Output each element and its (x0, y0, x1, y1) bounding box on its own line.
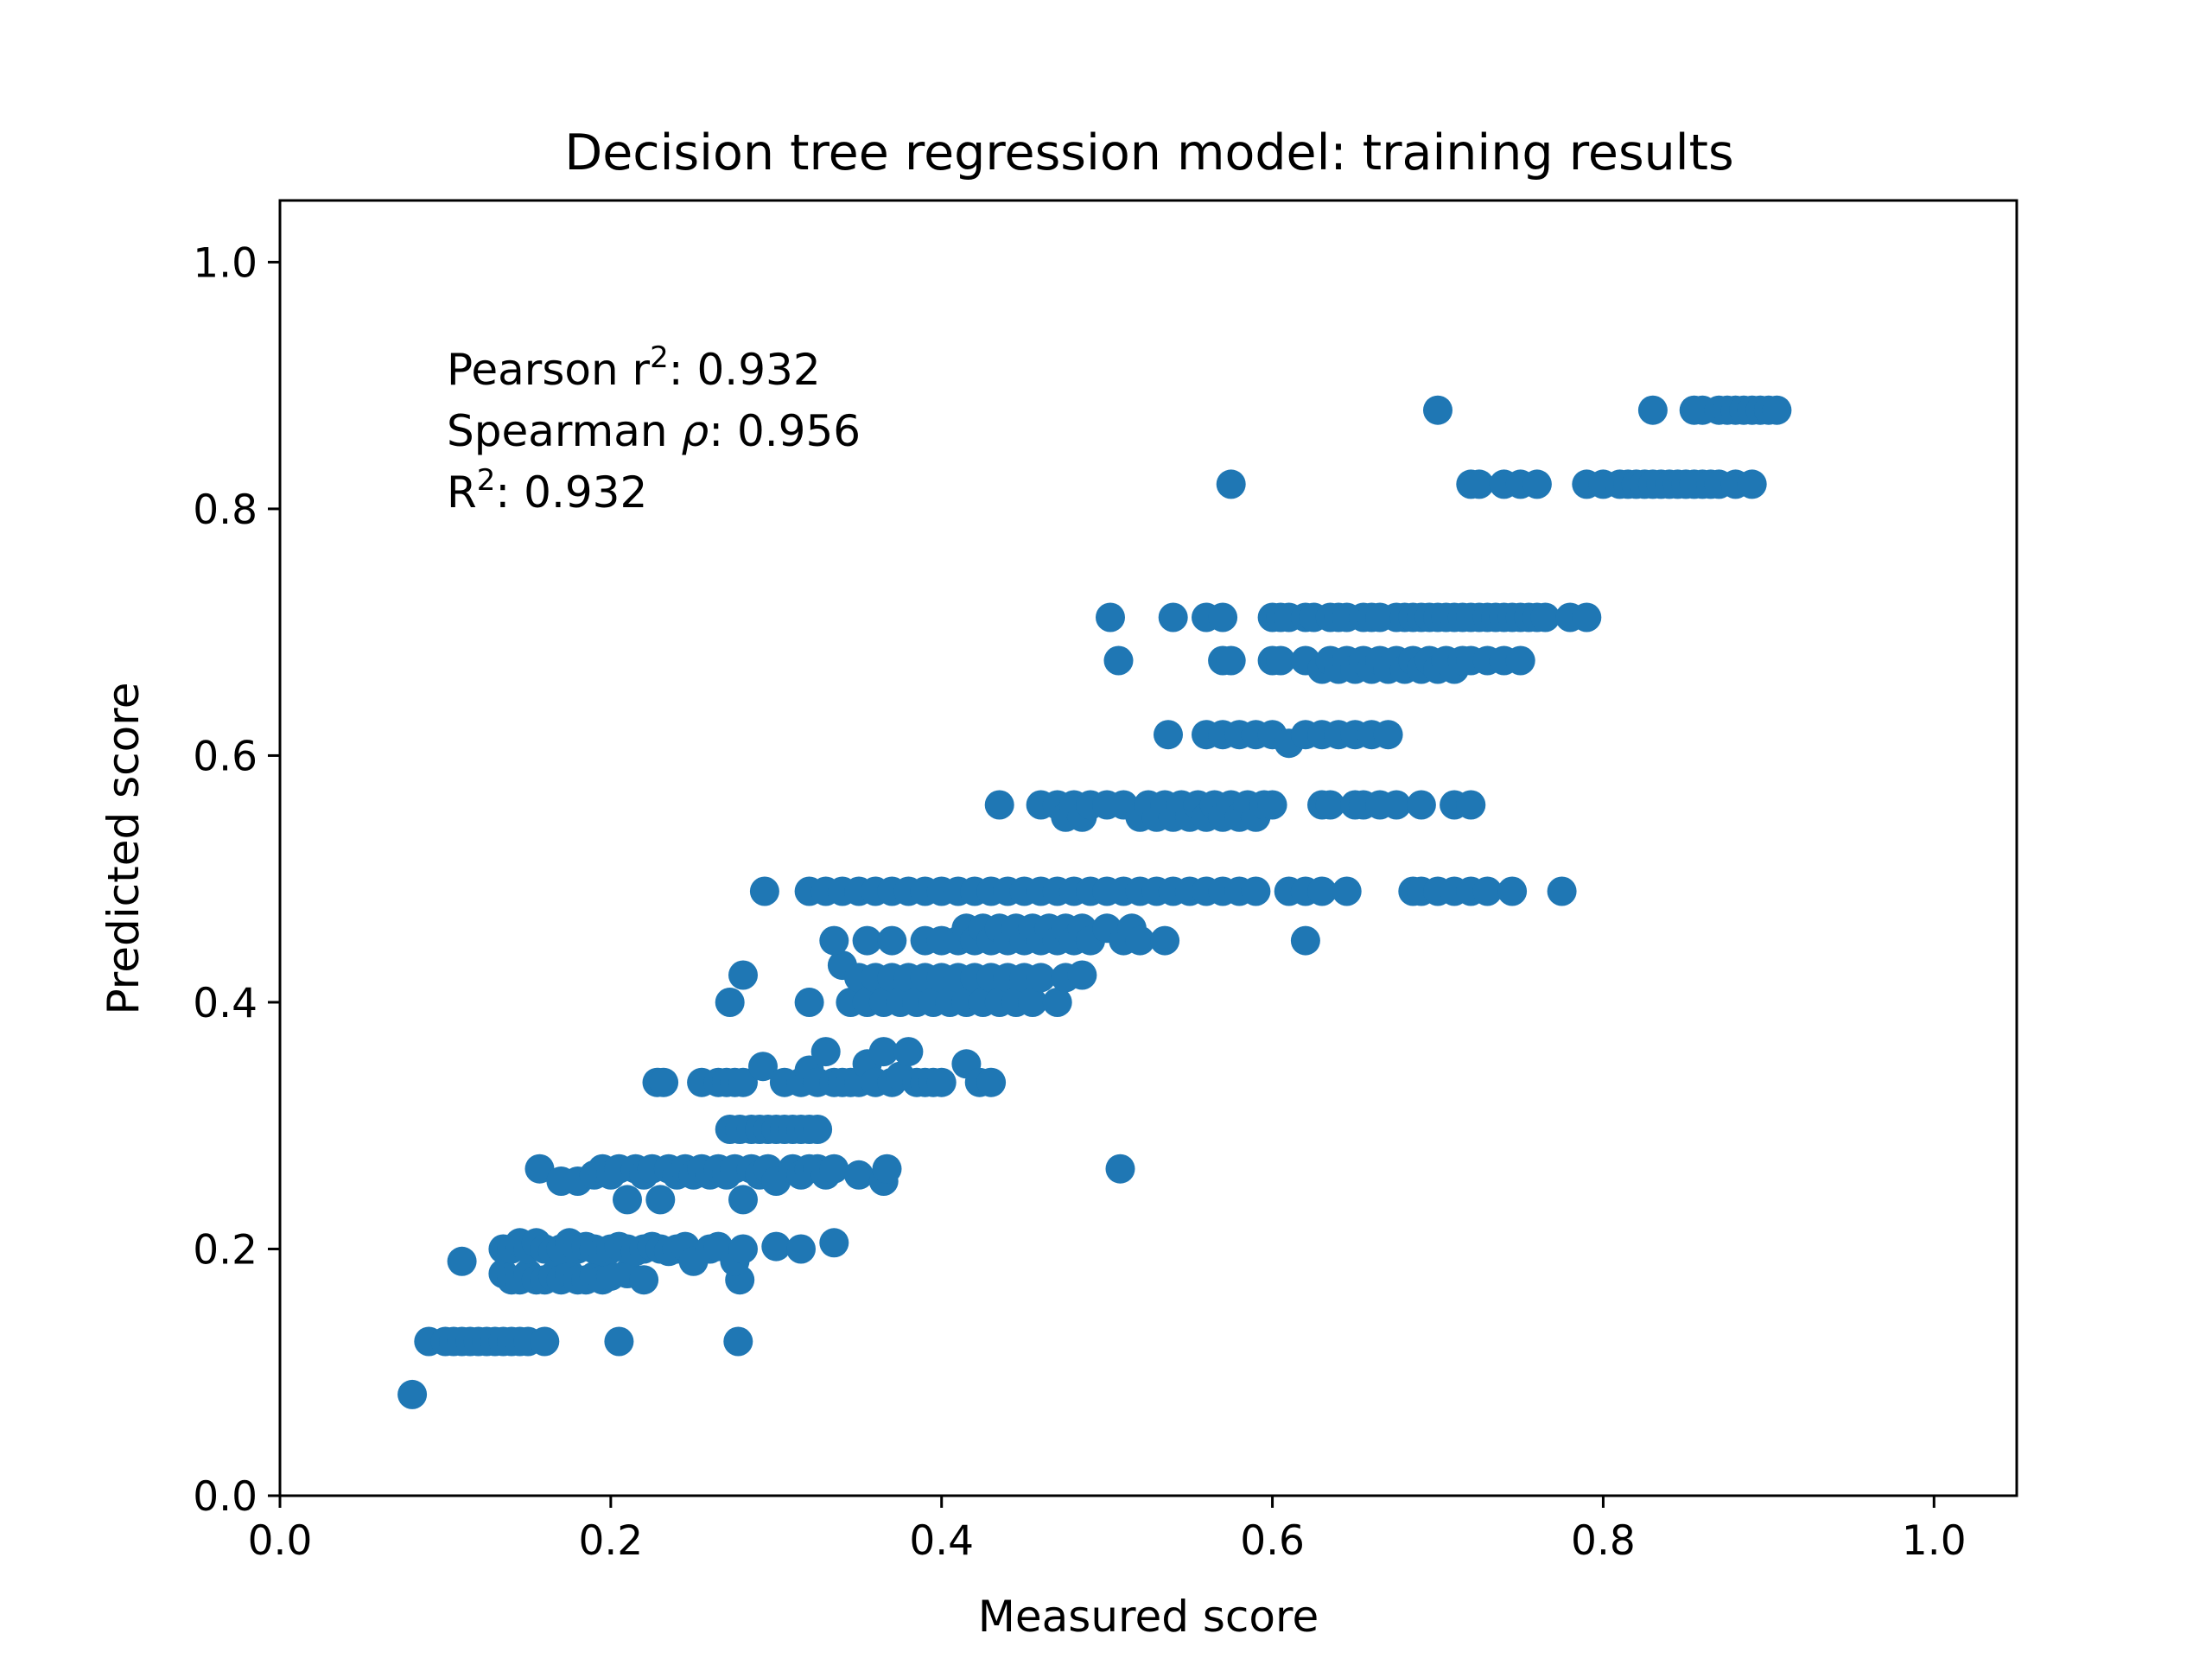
y-tick-label: 0.4 (193, 980, 257, 1027)
data-point (1125, 925, 1155, 956)
data-point (1105, 1154, 1135, 1184)
data-point (748, 1052, 778, 1082)
data-point (1042, 988, 1072, 1017)
data-point (819, 1228, 849, 1258)
data-point (1216, 645, 1246, 676)
data-point (984, 790, 1014, 820)
data-point (786, 1234, 816, 1264)
data-point (1026, 963, 1056, 993)
data-point (1423, 395, 1452, 425)
data-point (1406, 790, 1436, 820)
data-point (1572, 602, 1602, 632)
y-axis-ticks: 0.0 0.2 0.4 0.6 0.8 1.0 (193, 239, 280, 1521)
data-point (1497, 876, 1528, 906)
data-point (728, 1067, 758, 1097)
data-point (715, 988, 745, 1017)
data-points (397, 395, 1792, 1409)
data-point (728, 960, 758, 990)
data-point (604, 1326, 634, 1357)
data-point (524, 1154, 555, 1184)
x-tick-label: 0.6 (1240, 1517, 1305, 1565)
data-point (1307, 876, 1337, 906)
y-axis-label: Predicted score (99, 683, 149, 1015)
data-point (1315, 790, 1345, 820)
data-point (1762, 395, 1792, 425)
data-point (1216, 469, 1246, 499)
data-point (1464, 469, 1494, 499)
data-point (1018, 988, 1047, 1017)
plot-area-frame (278, 199, 2018, 1497)
data-point (1067, 960, 1097, 990)
data-point (1103, 645, 1134, 676)
y-tick-label: 0.2 (193, 1226, 257, 1274)
data-point (852, 925, 882, 956)
data-point (1257, 790, 1287, 820)
data-point (803, 1115, 833, 1144)
data-point (1290, 925, 1320, 956)
data-point (868, 1037, 899, 1067)
data-point (728, 1234, 758, 1264)
data-point (819, 925, 849, 956)
data-point (1096, 602, 1125, 632)
data-point (810, 1037, 841, 1067)
data-point (629, 1265, 659, 1295)
x-tick-label: 0.0 (248, 1517, 313, 1565)
data-point (1332, 876, 1362, 906)
y-tick-label: 0.0 (193, 1473, 257, 1521)
data-point (1472, 876, 1503, 906)
data-point (728, 1185, 758, 1215)
data-point (1241, 876, 1271, 906)
data-point (926, 1067, 957, 1097)
x-axis-label: Measured score (978, 1592, 1319, 1642)
data-point (1547, 876, 1577, 906)
data-point (1158, 602, 1188, 632)
data-point (749, 876, 779, 906)
data-point (649, 1067, 679, 1097)
x-tick-label: 0.4 (909, 1517, 974, 1565)
x-axis-ticks: 0.0 0.2 0.4 0.6 0.8 1.0 (248, 1496, 1967, 1565)
data-point (761, 1231, 791, 1262)
data-point (872, 1154, 902, 1184)
data-point (1266, 645, 1296, 676)
data-point (613, 1185, 642, 1215)
y-tick-label: 1.0 (193, 239, 257, 287)
data-point (1456, 790, 1486, 820)
data-point (1373, 720, 1403, 750)
data-point (976, 1067, 1007, 1097)
data-point (877, 925, 907, 956)
data-point (447, 1246, 477, 1276)
data-point (1505, 645, 1535, 676)
data-point (1737, 469, 1767, 499)
y-tick-label: 0.6 (193, 733, 257, 780)
pearson-annotation: Pearson r2: 0.932 (447, 340, 821, 395)
data-point (1522, 469, 1552, 499)
r2-annotation: R2: 0.932 (447, 463, 647, 518)
data-point (1530, 602, 1560, 632)
spearman-annotation: Spearman ρ: 0.956 (447, 406, 861, 456)
data-point (1637, 395, 1668, 425)
data-point (397, 1379, 428, 1409)
data-point (1382, 790, 1412, 820)
data-point (844, 1160, 874, 1190)
x-tick-label: 0.8 (1571, 1517, 1636, 1565)
x-tick-label: 1.0 (1902, 1517, 1967, 1565)
x-tick-label: 0.2 (578, 1517, 643, 1565)
data-point (893, 1037, 924, 1067)
data-point (645, 1185, 676, 1215)
y-tick-label: 0.8 (193, 486, 257, 534)
data-point (1150, 925, 1180, 956)
data-point (819, 1154, 849, 1184)
data-point (1208, 602, 1238, 632)
data-point (723, 1326, 753, 1357)
data-point (1154, 720, 1183, 750)
chart-title: Decision tree regression model: training… (564, 124, 1733, 181)
data-point (530, 1326, 560, 1357)
data-point (794, 988, 824, 1017)
